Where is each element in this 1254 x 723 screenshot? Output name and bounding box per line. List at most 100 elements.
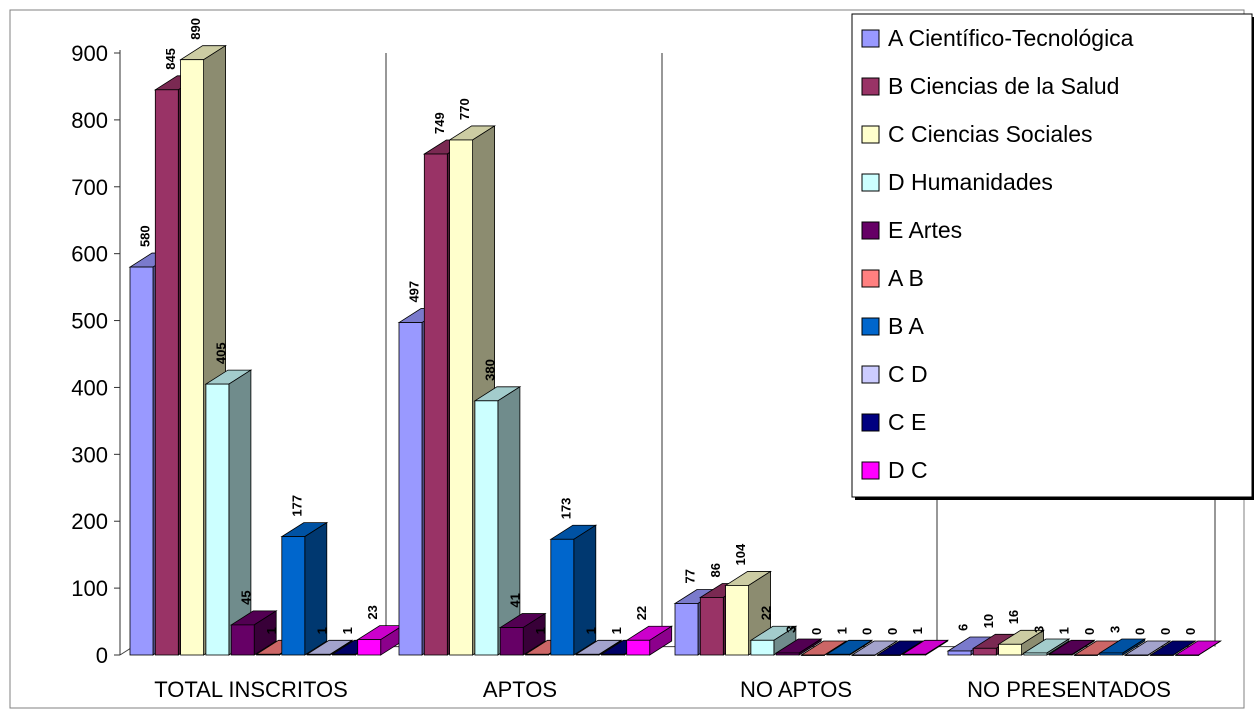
y-tick-label: 700 — [71, 175, 108, 200]
bar — [423, 153, 448, 656]
data-label: 749 — [432, 112, 447, 134]
bar — [398, 322, 423, 656]
data-label: 45 — [239, 590, 254, 604]
data-label: 1 — [910, 627, 925, 634]
data-label: 1 — [315, 627, 330, 634]
bar — [449, 139, 474, 656]
data-label: 41 — [508, 593, 523, 607]
bar — [230, 624, 255, 656]
legend-swatch — [861, 269, 880, 288]
y-tick-label: 900 — [71, 41, 108, 66]
bar-side-face — [228, 369, 252, 656]
bar — [306, 653, 331, 656]
bar — [281, 536, 306, 656]
data-label: 0 — [1133, 628, 1148, 635]
legend-swatch — [861, 77, 880, 96]
bar — [1048, 653, 1073, 656]
y-tick-label: 600 — [71, 242, 108, 267]
data-label: 16 — [1006, 610, 1021, 624]
bar — [601, 653, 625, 656]
data-label: 177 — [289, 495, 304, 517]
bar — [877, 654, 901, 656]
data-label: 3 — [1107, 626, 1122, 633]
bar — [1074, 654, 1098, 656]
bar — [750, 639, 775, 656]
y-tick-label: 400 — [71, 375, 108, 400]
data-label: 770 — [457, 98, 472, 120]
legend-swatch — [861, 173, 880, 192]
bar — [154, 89, 179, 656]
data-label: 10 — [981, 614, 996, 628]
data-label: 1 — [533, 627, 548, 634]
y-tick-label: 100 — [71, 576, 108, 601]
bar-side-face — [900, 640, 923, 656]
data-label: 22 — [758, 606, 773, 620]
legend-label: B Ciencias de la Salud — [888, 73, 1119, 99]
data-label: 1 — [584, 627, 599, 634]
legend-label: D C — [888, 457, 928, 483]
bar — [1023, 652, 1048, 656]
bar-side-face — [874, 640, 898, 656]
bar — [998, 643, 1022, 656]
bar — [1099, 652, 1124, 656]
data-label: 22 — [634, 606, 649, 620]
bar — [357, 639, 382, 656]
bar — [626, 639, 651, 656]
data-label: 86 — [708, 563, 723, 577]
legend-swatch — [861, 221, 880, 240]
data-label: 0 — [809, 628, 824, 635]
bar — [205, 383, 230, 656]
data-label: 0 — [1082, 628, 1097, 635]
bar-side-face — [824, 640, 847, 656]
bar-side-face — [573, 524, 597, 656]
x-tick-label: APTOS — [483, 677, 557, 702]
legend-label: D Humanidades — [888, 169, 1053, 195]
legend-swatch — [861, 125, 880, 144]
data-label: 0 — [885, 628, 900, 635]
legend-label: C E — [888, 409, 926, 435]
data-label: 1 — [340, 627, 355, 634]
bar — [902, 653, 927, 656]
x-tick-label: NO APTOS — [740, 677, 852, 702]
bar — [256, 653, 280, 656]
bar — [851, 654, 876, 656]
data-label: 0 — [1183, 628, 1198, 635]
bar — [575, 653, 600, 656]
data-label: 104 — [733, 543, 748, 565]
bar — [801, 654, 825, 656]
y-tick-label: 200 — [71, 509, 108, 534]
y-tick-label: 500 — [71, 309, 108, 334]
data-label: 1 — [264, 627, 279, 634]
legend-label: A B — [888, 265, 924, 291]
data-label: 1 — [1057, 627, 1072, 634]
data-label: 3 — [1031, 626, 1046, 633]
bar — [550, 538, 575, 656]
data-label: 1 — [834, 627, 849, 634]
legend-label: C Ciencias Sociales — [888, 121, 1093, 147]
legend-swatch — [861, 461, 880, 480]
bar — [1150, 654, 1174, 656]
bar — [129, 266, 154, 656]
bar-side-face — [497, 386, 521, 656]
bar-side-face — [1147, 640, 1171, 656]
legend-label: A Científico-Tecnológica — [888, 25, 1134, 51]
data-label: 3 — [784, 626, 799, 633]
bar — [474, 400, 499, 656]
data-label: 405 — [213, 342, 228, 364]
bar — [775, 652, 800, 656]
bar-side-face — [1173, 640, 1196, 656]
data-label: 0 — [1158, 628, 1173, 635]
bar — [972, 647, 997, 656]
data-label: 173 — [558, 498, 573, 520]
x-tick-label: NO PRESENTADOS — [967, 677, 1171, 702]
data-label: 497 — [407, 281, 422, 303]
x-tick-label: TOTAL INSCRITOS — [154, 677, 348, 702]
bar — [1124, 654, 1149, 656]
bar — [725, 585, 749, 656]
bar — [499, 627, 524, 656]
legend-swatch — [861, 29, 880, 48]
bar — [826, 653, 851, 656]
data-label: 380 — [482, 359, 497, 381]
